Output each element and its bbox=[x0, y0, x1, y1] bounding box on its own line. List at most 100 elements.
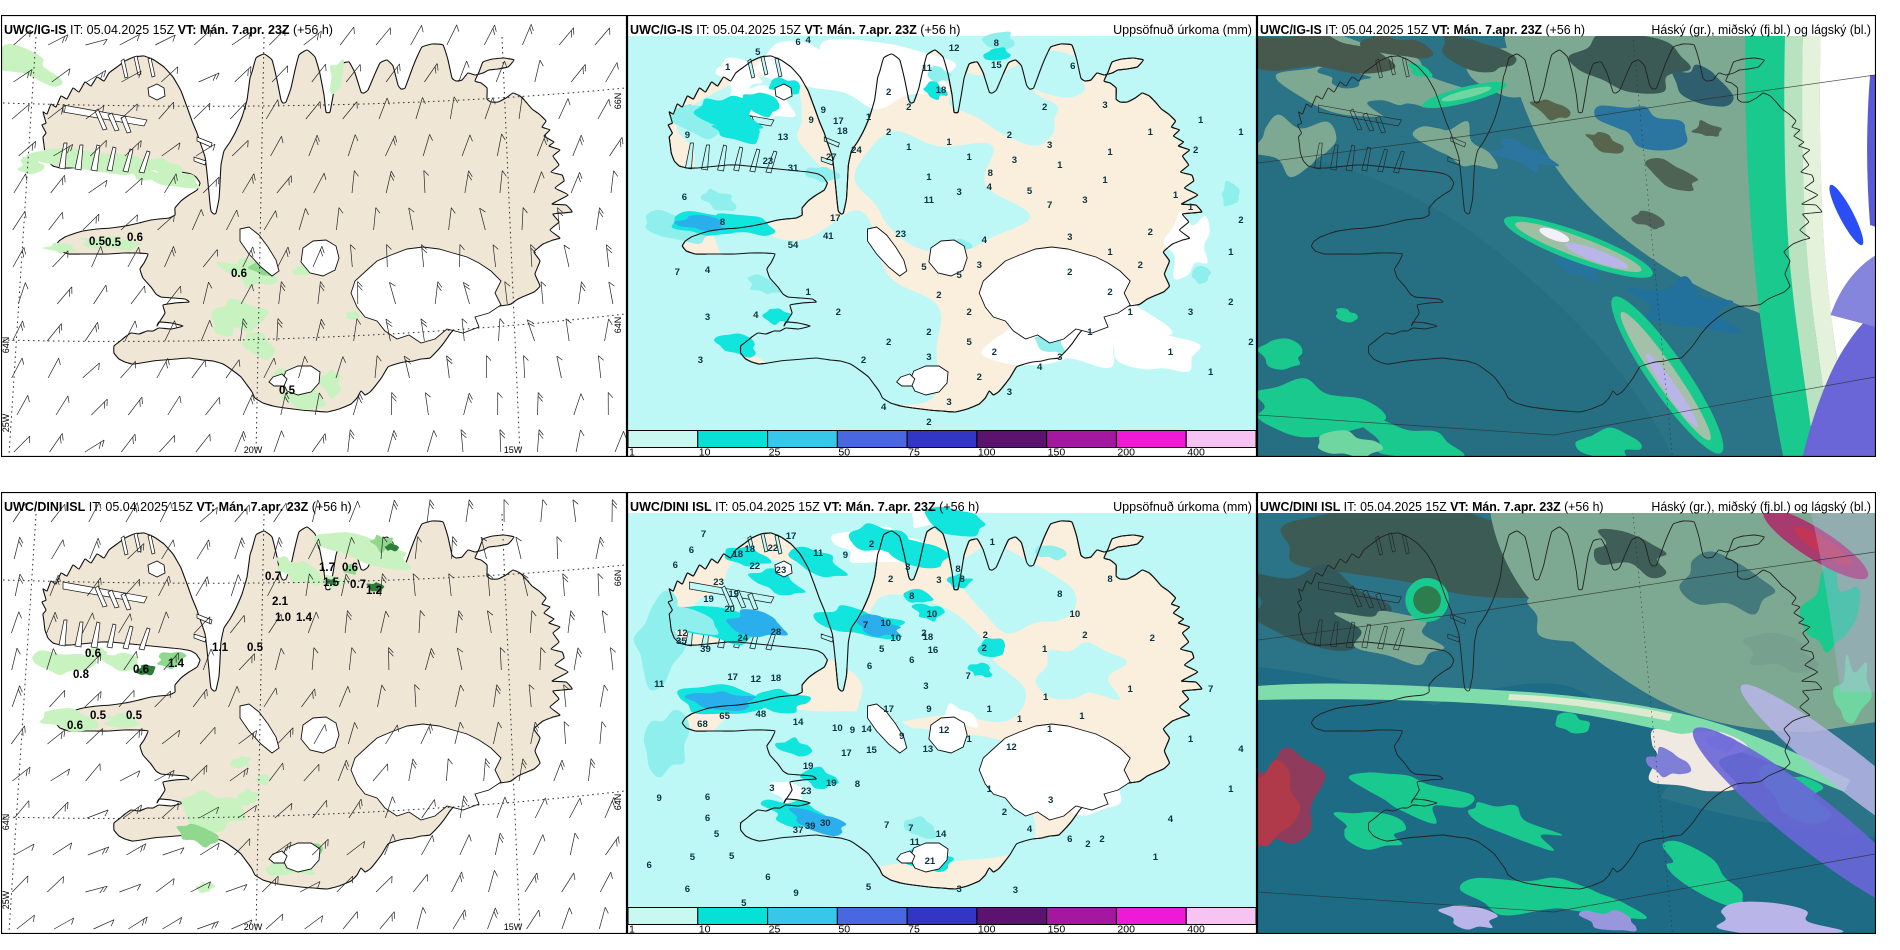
svg-text:3: 3 bbox=[1102, 100, 1107, 111]
svg-text:1: 1 bbox=[1148, 127, 1154, 138]
svg-text:2: 2 bbox=[977, 372, 982, 383]
svg-text:18: 18 bbox=[837, 126, 848, 137]
svg-text:6: 6 bbox=[1067, 834, 1072, 845]
svg-text:64N: 64N bbox=[1, 337, 11, 354]
svg-text:64N: 64N bbox=[613, 317, 623, 334]
svg-text:8: 8 bbox=[1057, 589, 1062, 600]
svg-text:25W: 25W bbox=[1, 890, 11, 909]
svg-text:0.6: 0.6 bbox=[342, 562, 358, 574]
svg-text:3: 3 bbox=[936, 575, 941, 586]
svg-text:3: 3 bbox=[698, 355, 703, 366]
svg-text:10: 10 bbox=[1070, 609, 1081, 620]
svg-text:4: 4 bbox=[753, 310, 759, 321]
svg-text:1.4: 1.4 bbox=[168, 658, 185, 670]
svg-text:3: 3 bbox=[1082, 195, 1087, 206]
svg-text:1: 1 bbox=[1087, 327, 1093, 338]
svg-text:8: 8 bbox=[959, 574, 964, 585]
svg-text:11: 11 bbox=[910, 837, 921, 848]
svg-text:14: 14 bbox=[861, 724, 872, 735]
svg-text:5: 5 bbox=[1027, 186, 1033, 197]
svg-text:2: 2 bbox=[886, 127, 891, 138]
svg-text:1: 1 bbox=[866, 112, 872, 123]
svg-text:1: 1 bbox=[1238, 127, 1244, 138]
svg-text:2.1: 2.1 bbox=[272, 596, 289, 608]
svg-text:35: 35 bbox=[676, 636, 687, 647]
svg-text:1: 1 bbox=[1017, 714, 1023, 725]
svg-text:2: 2 bbox=[1007, 130, 1012, 141]
svg-text:1: 1 bbox=[1047, 724, 1053, 735]
svg-text:0.5: 0.5 bbox=[105, 237, 122, 249]
svg-text:UWC/DINI ISL IT: 05.04.2025 15: UWC/DINI ISL IT: 05.04.2025 15Z VT: Mán.… bbox=[630, 500, 979, 514]
svg-text:2: 2 bbox=[906, 102, 911, 113]
svg-text:25: 25 bbox=[769, 924, 781, 934]
svg-text:64N: 64N bbox=[613, 794, 623, 811]
svg-text:1: 1 bbox=[987, 784, 993, 795]
svg-text:8: 8 bbox=[994, 38, 999, 49]
svg-text:3: 3 bbox=[977, 260, 982, 271]
svg-text:9: 9 bbox=[793, 888, 798, 899]
svg-text:1: 1 bbox=[1168, 347, 1174, 358]
svg-text:6: 6 bbox=[685, 884, 690, 895]
svg-text:54: 54 bbox=[788, 240, 799, 251]
svg-text:1: 1 bbox=[1188, 202, 1194, 213]
svg-text:1.7: 1.7 bbox=[319, 562, 335, 574]
svg-text:1: 1 bbox=[1153, 852, 1159, 863]
svg-text:1: 1 bbox=[1198, 115, 1204, 126]
svg-text:1: 1 bbox=[967, 734, 973, 745]
svg-text:1: 1 bbox=[1173, 190, 1179, 201]
svg-text:4: 4 bbox=[1238, 744, 1244, 755]
svg-text:7: 7 bbox=[863, 620, 868, 631]
svg-text:200: 200 bbox=[1117, 924, 1135, 934]
svg-text:25: 25 bbox=[769, 447, 781, 457]
svg-text:3: 3 bbox=[1047, 140, 1052, 151]
svg-text:6: 6 bbox=[689, 545, 694, 556]
svg-text:4: 4 bbox=[705, 265, 711, 276]
svg-text:2: 2 bbox=[1082, 630, 1087, 641]
svg-text:23: 23 bbox=[776, 565, 787, 576]
svg-text:1.5: 1.5 bbox=[323, 577, 340, 589]
svg-text:150: 150 bbox=[1048, 447, 1066, 457]
svg-text:2: 2 bbox=[1002, 807, 1007, 818]
svg-text:15: 15 bbox=[991, 60, 1002, 71]
svg-text:10: 10 bbox=[699, 447, 711, 457]
svg-text:7: 7 bbox=[884, 820, 889, 831]
svg-text:2: 2 bbox=[861, 355, 866, 366]
svg-text:0.6: 0.6 bbox=[85, 648, 101, 660]
svg-text:2: 2 bbox=[1228, 297, 1233, 308]
svg-text:15: 15 bbox=[866, 745, 877, 756]
svg-text:3: 3 bbox=[905, 562, 910, 573]
svg-text:UWC/IG-IS IT: 05.04.2025 15Z V: UWC/IG-IS IT: 05.04.2025 15Z VT: Mán. 7.… bbox=[630, 23, 960, 37]
svg-text:8: 8 bbox=[909, 591, 914, 602]
svg-text:17: 17 bbox=[841, 748, 852, 759]
svg-text:39: 39 bbox=[805, 821, 816, 832]
svg-text:1: 1 bbox=[1102, 175, 1108, 186]
svg-text:19: 19 bbox=[703, 594, 714, 605]
svg-text:0.6: 0.6 bbox=[231, 268, 247, 280]
svg-text:2: 2 bbox=[967, 307, 972, 318]
svg-text:11: 11 bbox=[654, 679, 665, 690]
svg-text:100: 100 bbox=[978, 447, 996, 457]
svg-text:1.2: 1.2 bbox=[366, 585, 382, 597]
svg-text:9: 9 bbox=[926, 704, 931, 715]
svg-text:2: 2 bbox=[921, 628, 926, 639]
svg-text:3: 3 bbox=[946, 397, 951, 408]
svg-text:3: 3 bbox=[769, 783, 774, 794]
svg-text:31: 31 bbox=[788, 163, 799, 174]
svg-text:0.6: 0.6 bbox=[67, 720, 83, 732]
svg-text:21: 21 bbox=[925, 856, 936, 867]
svg-text:3: 3 bbox=[1007, 387, 1012, 398]
svg-text:16: 16 bbox=[928, 645, 939, 656]
svg-text:1.1: 1.1 bbox=[212, 642, 229, 654]
svg-text:1: 1 bbox=[1107, 147, 1113, 158]
svg-text:22: 22 bbox=[768, 543, 779, 554]
svg-text:UWC/IG-IS IT: 05.04.2025 15Z V: UWC/IG-IS IT: 05.04.2025 15Z VT: Mán. 7.… bbox=[1260, 23, 1585, 37]
svg-text:18: 18 bbox=[771, 673, 782, 684]
svg-text:18: 18 bbox=[744, 544, 755, 555]
svg-text:Háský (gr.), miðský (fj.bl.) o: Háský (gr.), miðský (fj.bl.) og lágský (… bbox=[1651, 23, 1871, 37]
svg-text:65: 65 bbox=[719, 711, 730, 722]
svg-text:2: 2 bbox=[1148, 227, 1153, 238]
svg-text:5: 5 bbox=[956, 270, 962, 281]
svg-text:3: 3 bbox=[1067, 232, 1072, 243]
svg-text:2: 2 bbox=[1193, 145, 1198, 156]
svg-text:3: 3 bbox=[1048, 795, 1053, 806]
